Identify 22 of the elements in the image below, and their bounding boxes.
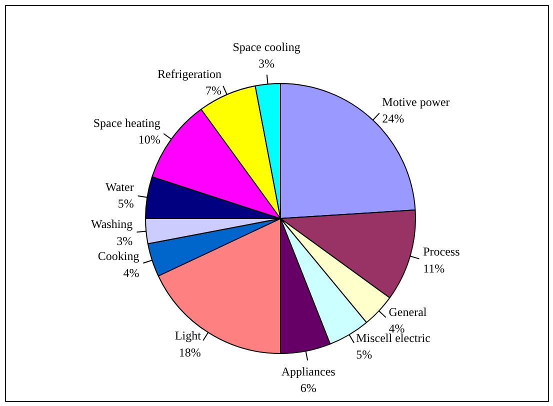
slice-label: Space cooling [232, 40, 300, 54]
data-label: 18% [178, 345, 201, 360]
slice-label: Water [105, 180, 134, 194]
slice-label: Refrigeration [158, 66, 222, 81]
data-label: 7% [206, 84, 222, 98]
data-label: 11% [423, 261, 445, 276]
slice-label: Process [423, 244, 460, 259]
data-label: 5% [118, 196, 134, 211]
slice-label: Cooking [98, 248, 140, 263]
slice-label: General [388, 304, 428, 319]
slice-label: Appliances [281, 364, 336, 378]
slice-label: Motive power [382, 94, 450, 109]
data-label: 5% [356, 348, 372, 362]
slice-label: Washing [90, 217, 133, 232]
data-label: 3% [116, 234, 133, 248]
data-label: 10% [138, 132, 160, 147]
slice-label: Space heating [93, 116, 160, 130]
slice-label: Light [174, 328, 202, 342]
data-label: 6% [300, 381, 316, 396]
data-label: 3% [258, 56, 275, 71]
data-label: 24% [382, 112, 404, 126]
data-label: 4% [123, 266, 140, 280]
